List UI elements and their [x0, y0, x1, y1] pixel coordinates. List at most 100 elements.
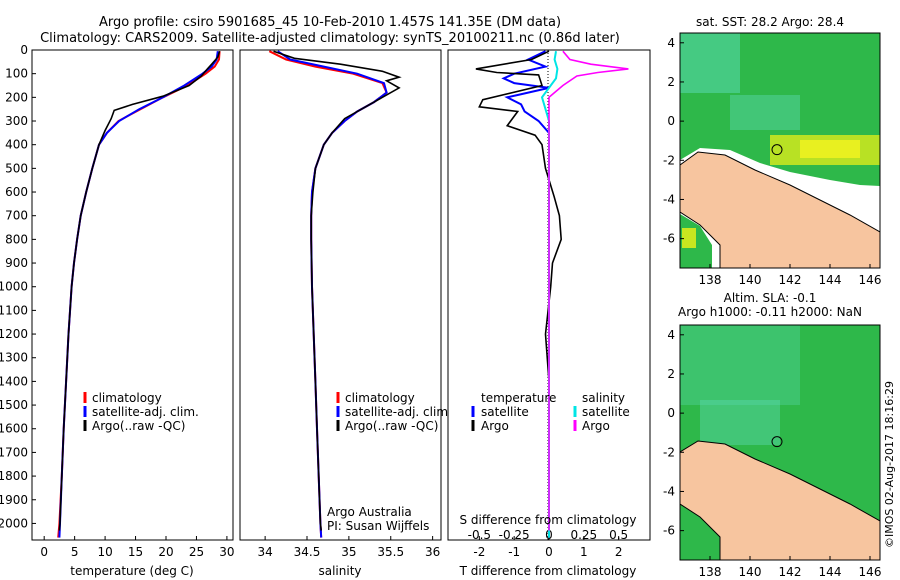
difference-legend: temperature satellite Argo salinity sate…	[471, 391, 630, 433]
temperature-x-axis: 0 5 10 15 20 25 30	[40, 536, 235, 559]
x-tick-label: 15	[128, 545, 143, 559]
map-y-tick-label: -4	[663, 484, 675, 498]
legend-header-temperature: temperature	[481, 391, 556, 405]
temperature-series	[57, 50, 221, 538]
sst-map-panel: sat. SST: 28.2 Argo: 28.4 138 140 142 144 14…	[663, 15, 881, 287]
figure-title-line1: Argo profile: csiro 5901685_45 10-Feb-20…	[99, 15, 561, 30]
sla-map-panel: Altim. SLA: -0.1 Argo h1000: -0.11 h2000…	[663, 291, 881, 579]
legend-label-satellite: satellite-adj. clim.	[92, 405, 199, 419]
map-y-tick-label: -2	[663, 445, 675, 459]
land-new-guinea	[680, 151, 880, 268]
temperature-panel: 0100200300400500600700800900100011001200…	[0, 43, 452, 578]
salinity-series	[268, 50, 402, 538]
legend-label-s-satellite: satellite	[582, 405, 630, 419]
salinity-axes-frame	[239, 49, 442, 541]
y-tick-label: 1600	[0, 422, 28, 436]
sla-map-frame	[679, 324, 881, 561]
salinity-x-axis: 34 34.5 35 35.5 36	[257, 536, 440, 559]
land-new-guinea	[680, 440, 880, 560]
x-tick-label: 35.5	[377, 545, 404, 559]
legend-label-satellite: satellite-adj. clim.	[345, 405, 452, 419]
temperature-x-label: temperature (deg C)	[70, 564, 193, 578]
x-tick-label: 1	[580, 545, 588, 559]
annotation-argo-australia: Argo Australia	[327, 505, 412, 519]
y-tick-label: 900	[5, 256, 28, 270]
sst-map-title: sat. SST: 28.2 Argo: 28.4	[696, 15, 844, 29]
salinity-x-label: salinity	[318, 564, 361, 578]
annotation-pi: PI: Susan Wijffels	[327, 519, 429, 533]
map-x-tick-label: 138	[699, 273, 722, 287]
cool-water-patch	[680, 33, 740, 93]
sla-map-axes: 138 140 142 144 146 4 2 0 -2 -4 -6	[663, 328, 881, 579]
y-tick-label: 200	[5, 90, 28, 104]
x-tick-label: 0	[40, 545, 48, 559]
y-tick-label: 2000	[0, 516, 28, 530]
figure-title-line2: Climatology: CARS2009. Satellite-adjuste…	[40, 31, 620, 46]
y-tick-label: 0	[20, 43, 28, 57]
s-difference-axis: -0.5 -0.25 0 0.25 0.5	[468, 528, 629, 542]
x-tick-label: 5	[71, 545, 79, 559]
sla-map-field	[680, 325, 880, 560]
sla-map-title-line2: Argo h1000: -0.11 h2000: NaN	[678, 305, 862, 319]
map-y-tick-label: 2	[667, 75, 675, 89]
salinity-panel: 34 34.5 35 35.5 36 salinity climatology sate…	[239, 49, 452, 578]
map-y-tick-label: -6	[663, 524, 675, 538]
x-tick-label: 2	[615, 545, 623, 559]
y-tick-label: 1800	[0, 469, 28, 483]
arafura-sea	[680, 506, 712, 560]
map-x-tick-label: 142	[779, 565, 802, 579]
map-x-tick-label: 146	[859, 565, 882, 579]
map-y-tick-label: 0	[667, 406, 675, 420]
y-tick-label: 400	[5, 138, 28, 152]
cool-water-patch	[730, 95, 800, 130]
x-tick-label: -2	[473, 545, 485, 559]
argo-position-marker	[771, 144, 783, 156]
y-tick-label: 700	[5, 209, 28, 223]
legend-label-s-argo: Argo	[582, 419, 610, 433]
difference-panel: -2 -1 0 1 2 -0.5 -0.25 0 0.25 0.5 T difference f…	[447, 49, 651, 578]
x-tick-label: 34.5	[294, 545, 321, 559]
y-tick-label: 1400	[0, 374, 28, 388]
sea-level-anomaly-patch	[700, 400, 780, 445]
s-difference-x-label: S difference from climatology	[460, 513, 637, 527]
map-x-tick-label: 144	[819, 565, 842, 579]
map-y-tick-label: 0	[667, 114, 675, 128]
map-x-tick-label: 140	[739, 273, 762, 287]
x-tick-label: 0	[545, 545, 553, 559]
s-tick-label: 0.5	[609, 528, 628, 542]
x-tick-label: 34	[257, 545, 272, 559]
salinity-legend: climatology satellite-adj. clim. Argo(..…	[336, 391, 452, 433]
y-tick-label: 1200	[0, 327, 28, 341]
map-y-tick-label: -4	[663, 192, 675, 206]
y-tick-label: 1300	[0, 351, 28, 365]
sst-map-axes: 138 140 142 144 146 4 2 0 -2 -4 -6	[663, 36, 881, 287]
s-tick-label: 0.25	[570, 528, 597, 542]
x-tick-label: 36	[425, 545, 440, 559]
series-line-argo	[58, 50, 221, 531]
temperature-legend: climatology satellite-adj. clim. Argo(..…	[83, 391, 199, 433]
legend-label-climatology: climatology	[345, 391, 415, 405]
y-tick-label: 500	[5, 161, 28, 175]
y-tick-label: 1700	[0, 445, 28, 459]
map-x-tick-label: 142	[779, 273, 802, 287]
warm-water-band	[800, 140, 860, 158]
y-tick-label: 300	[5, 114, 28, 128]
x-tick-label: 30	[219, 545, 234, 559]
s-tick-label: -0.25	[499, 528, 530, 542]
t-difference-x-label: T difference from climatology	[459, 564, 637, 578]
sla-map-title-line1: Altim. SLA: -0.1	[724, 291, 817, 305]
x-tick-label: 10	[97, 545, 112, 559]
x-tick-label: 20	[158, 545, 173, 559]
map-x-tick-label: 140	[739, 565, 762, 579]
map-y-tick-label: 4	[667, 328, 675, 342]
y-tick-label: 1900	[0, 493, 28, 507]
y-tick-label: 100	[5, 67, 28, 81]
warm-water-patch	[682, 228, 696, 248]
map-y-tick-label: -2	[663, 153, 675, 167]
legend-label-argo: Argo(..raw -QC)	[92, 419, 185, 433]
x-tick-label: 25	[189, 545, 204, 559]
y-tick-label: 600	[5, 185, 28, 199]
sst-map-field	[680, 33, 880, 268]
y-tick-label: 1500	[0, 398, 28, 412]
